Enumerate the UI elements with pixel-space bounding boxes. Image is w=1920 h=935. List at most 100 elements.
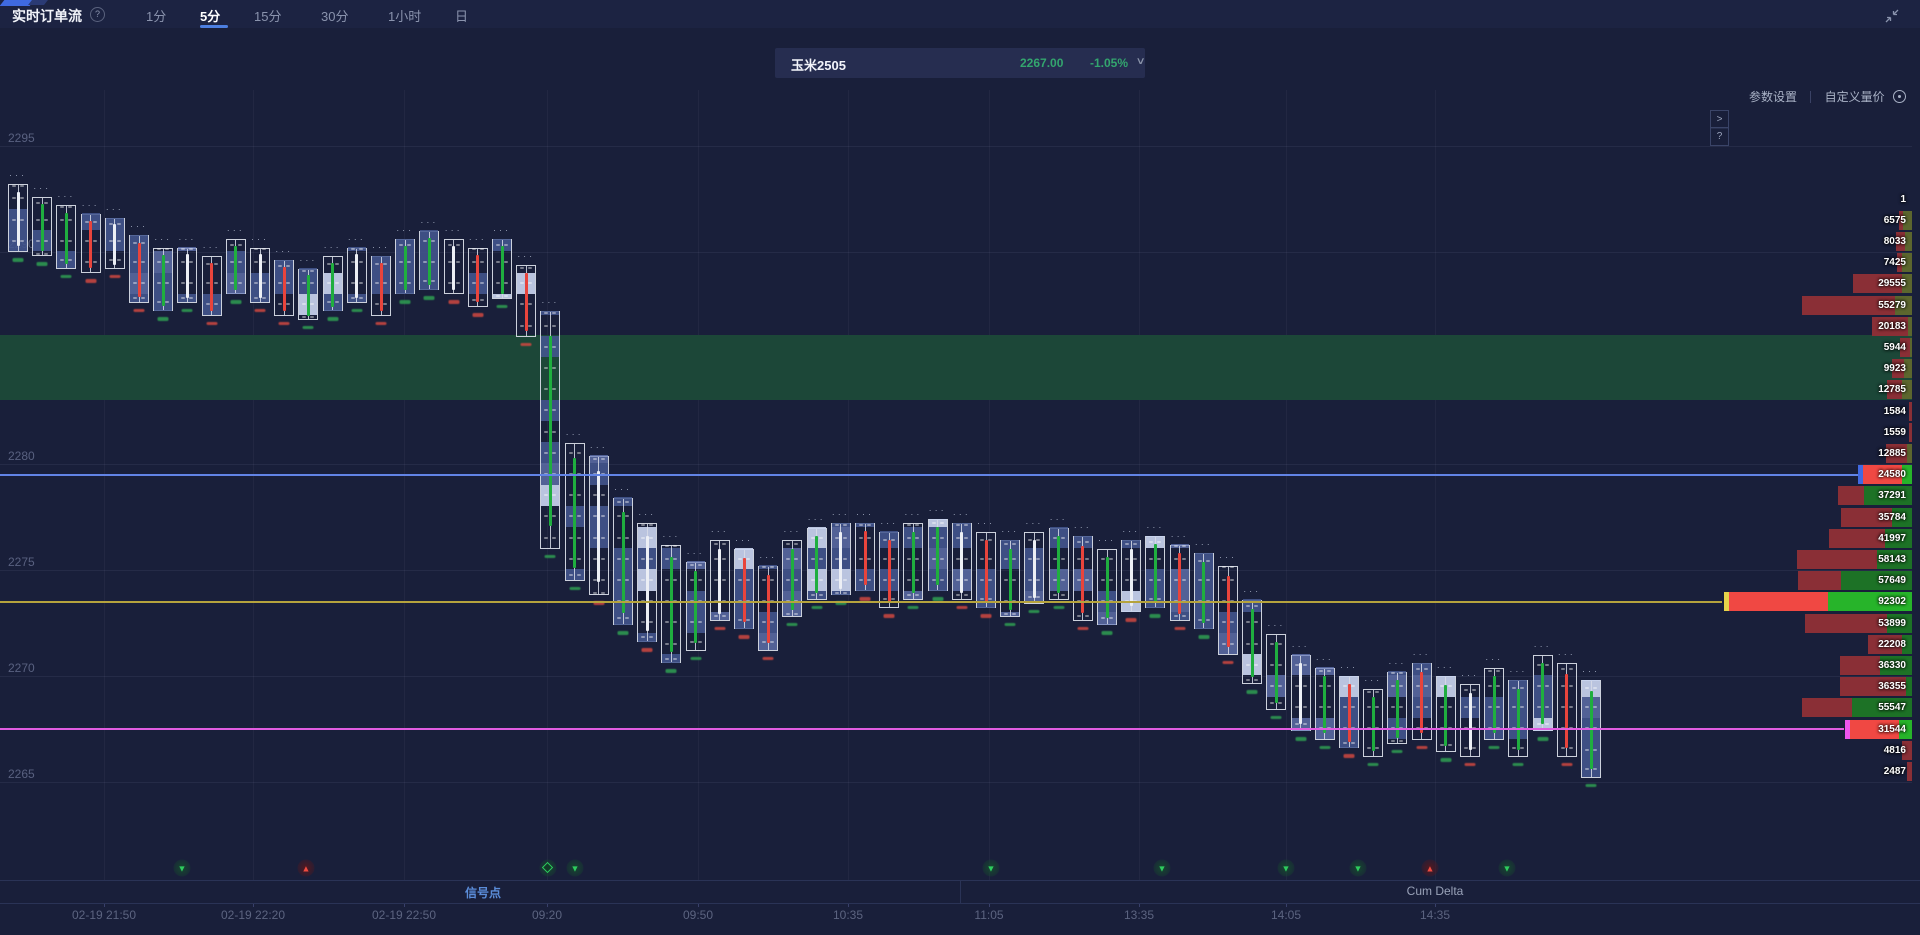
signal-marker-down[interactable] (539, 859, 557, 877)
volume-cell-row (590, 485, 608, 506)
bid-volume-mark (689, 621, 694, 624)
circle-dot-icon[interactable] (1893, 90, 1906, 103)
signal-marker-up[interactable]: ▲ (297, 859, 315, 877)
candle-delta-value (302, 325, 314, 330)
symbol-selector[interactable]: 玉米2505 2267.00 -1.05% ∨ (775, 48, 1146, 78)
footprint-candle (56, 205, 77, 269)
bid-volume-mark (1343, 742, 1347, 745)
volume-cell-row (1243, 612, 1261, 633)
param-settings-link[interactable]: 参数设置 (1748, 90, 1797, 104)
signal-marker-down[interactable]: ▼ (982, 859, 1000, 877)
ask-volume-mark (600, 536, 605, 539)
footprint-candle (1532, 654, 1553, 732)
ask-volume-mark (915, 579, 920, 582)
ask-volume-mark (189, 248, 194, 251)
bid-volume-mark (302, 269, 307, 272)
bid-volume-mark (60, 239, 65, 242)
gridline-vertical (253, 90, 254, 880)
tab-timeframe-4[interactable]: 1小时 (388, 9, 422, 24)
footprint-candle (129, 234, 149, 303)
price-level-line (0, 728, 1844, 730)
volume-cell-row (541, 506, 559, 527)
footprint-candle (540, 310, 561, 549)
bid-volume-mark (1343, 706, 1347, 709)
ask-volume-mark (746, 579, 750, 582)
volume-profile-value: 12785 (1878, 384, 1906, 396)
tab-timeframe-0[interactable]: 1分 (146, 9, 167, 24)
signal-marker-down[interactable]: ▼ (1498, 859, 1516, 877)
panel-help-button[interactable]: ? (1710, 127, 1729, 146)
signal-marker-down[interactable]: ▼ (173, 859, 191, 877)
ask-volume-mark (334, 301, 339, 304)
bid-volume-mark (1294, 723, 1299, 726)
candle-delta-body (815, 535, 819, 594)
signal-marker-down[interactable]: ▼ (566, 859, 584, 877)
volume-profile-value: 31544 (1878, 723, 1906, 735)
candle-header-dots: ··· (831, 509, 850, 520)
tab-timeframe-3[interactable]: 30分 (321, 9, 349, 24)
footprint-candle (1072, 535, 1093, 621)
bid-volume-mark (133, 242, 137, 244)
bid-volume-mark (12, 184, 16, 187)
footprint-candle (1145, 535, 1166, 609)
candle-header-dots: ··· (444, 225, 463, 236)
signal-pane-label[interactable]: 信号点 (464, 886, 502, 900)
tab-timeframe-1[interactable]: 5分 (200, 9, 221, 24)
volume-cell-row (711, 548, 729, 569)
bid-volume-mark (883, 598, 888, 601)
volume-cell-row (1558, 739, 1576, 756)
signal-marker-down[interactable]: ▼ (1277, 859, 1295, 877)
candle-delta-value (665, 669, 677, 673)
collapse-window-icon[interactable] (1884, 8, 1900, 24)
bid-volume-mark (665, 621, 670, 624)
ask-volume-mark (1012, 579, 1017, 582)
bid-volume-mark (496, 294, 500, 297)
bid-volume-mark (447, 282, 452, 285)
candle-delta-value (932, 597, 944, 601)
ask-volume-mark (1254, 642, 1259, 645)
bid-volume-mark (931, 579, 936, 582)
ask-volume-mark (988, 579, 992, 582)
bid-volume-mark (1464, 689, 1468, 692)
signal-marker-up[interactable]: ▲ (1421, 859, 1439, 877)
bid-volume-mark (1294, 685, 1299, 688)
bid-volume-mark (1367, 746, 1372, 749)
volume-cell-row (904, 523, 922, 527)
volume-profile-value: 37291 (1878, 490, 1906, 502)
ask-volume-mark (189, 297, 194, 300)
footprint-candle (1242, 599, 1263, 685)
candle-header-dots: ··· (9, 170, 27, 181)
time-axis-label: 10:35 (832, 908, 864, 922)
bid-volume-mark (1246, 663, 1251, 666)
ask-volume-mark (552, 367, 557, 370)
tab-timeframe-2[interactable]: 15分 (254, 9, 282, 24)
candle-delta-body (403, 245, 407, 290)
candle-delta-value (714, 626, 726, 631)
candle-header-dots: ··· (1315, 653, 1334, 664)
bid-volume-mark (1415, 685, 1420, 688)
volume-profile-value: 24580 (1878, 469, 1906, 481)
buy-volume-segment (1907, 443, 1912, 463)
bid-volume-mark (36, 218, 41, 221)
signal-marker-down[interactable]: ▼ (1153, 859, 1171, 877)
signal-marker-down[interactable]: ▼ (1349, 859, 1367, 877)
help-circle-icon[interactable]: ? (90, 7, 105, 22)
bid-volume-mark (1488, 670, 1493, 673)
gridline-vertical (1139, 90, 1140, 880)
bid-volume-mark (1222, 642, 1226, 645)
cum-delta-pane-label[interactable]: Cum Delta (1406, 884, 1464, 898)
bid-volume-mark (665, 579, 670, 582)
sell-volume-segment (1887, 380, 1902, 400)
ask-volume-mark (68, 205, 73, 208)
ask-volume-mark (68, 218, 73, 221)
custom-volume-link[interactable]: 自定义量价 (1824, 90, 1885, 104)
candle-delta-value (60, 274, 72, 279)
tab-timeframe-5[interactable]: 日 (455, 9, 469, 24)
volume-profile-value: 36355 (1878, 681, 1906, 693)
candle-header-dots: ··· (1388, 657, 1407, 668)
candle-header-dots: ··· (1122, 526, 1141, 537)
bid-volume-mark (1173, 545, 1178, 548)
bid-volume-mark (399, 282, 404, 285)
bid-volume-mark (350, 297, 355, 300)
footprint-candle (661, 544, 682, 664)
